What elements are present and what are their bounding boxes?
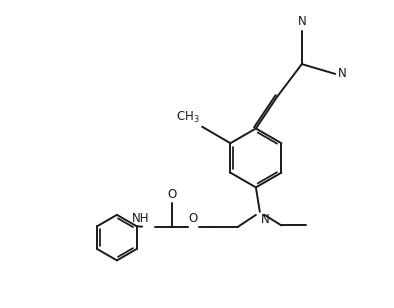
- Text: O: O: [167, 188, 177, 201]
- Text: N: N: [260, 213, 269, 226]
- Text: CH$_3$: CH$_3$: [176, 110, 199, 125]
- Text: NH: NH: [132, 213, 149, 225]
- Text: N: N: [338, 67, 346, 80]
- Text: N: N: [297, 15, 306, 28]
- Text: O: O: [189, 213, 198, 225]
